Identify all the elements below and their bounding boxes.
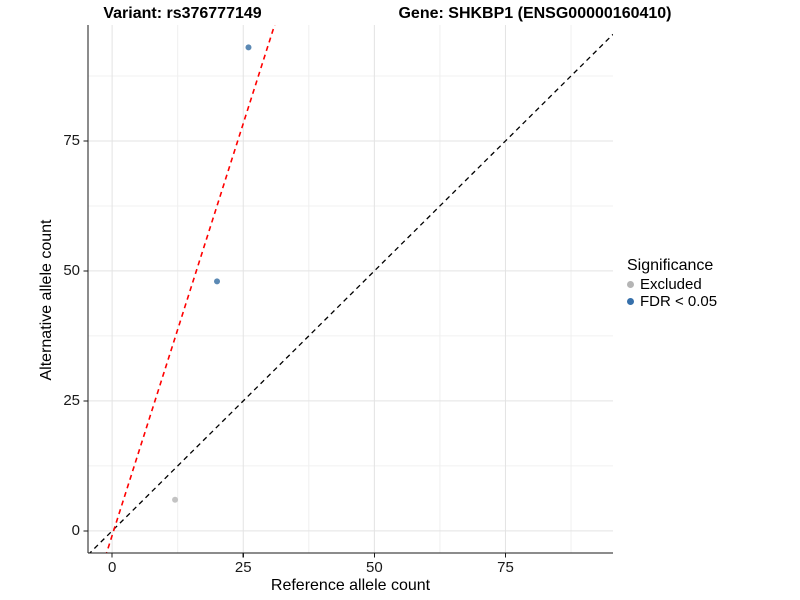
y-axis-title: Alternative allele count (38, 219, 55, 381)
legend-item-excluded: Excluded (627, 276, 717, 293)
legend-item-fdr: FDR < 0.05 (627, 293, 717, 310)
y-tick-label: 50 (63, 261, 80, 279)
x-tick-label: 75 (497, 559, 514, 576)
legend-title: Significance (627, 257, 714, 274)
fit-line (105, 25, 276, 553)
y-tick-label: 0 (71, 521, 80, 539)
gene-title: Gene: SHKBP1 (ENSG00000160410) (398, 5, 672, 22)
data-point (172, 496, 179, 503)
excluded-dot-icon (627, 281, 634, 288)
x-tick-label: 50 (366, 559, 383, 576)
y-tick-label: 25 (63, 391, 80, 409)
legend: Significance Excluded FDR < 0.05 (627, 256, 717, 310)
fdr-dot-icon (627, 298, 634, 305)
x-tick-label: 0 (107, 559, 117, 576)
x-tick-label: 25 (234, 559, 252, 576)
legend-label-fdr: FDR < 0.05 (640, 293, 718, 310)
variant-title: Variant: rs376777149 (103, 5, 262, 22)
data-point (214, 278, 221, 285)
data-point (245, 44, 252, 51)
x-axis-title: Reference allele count (270, 577, 431, 594)
legend-label-excluded: Excluded (640, 276, 702, 293)
identity-line (88, 33, 613, 553)
y-tick-label: 75 (63, 131, 80, 149)
